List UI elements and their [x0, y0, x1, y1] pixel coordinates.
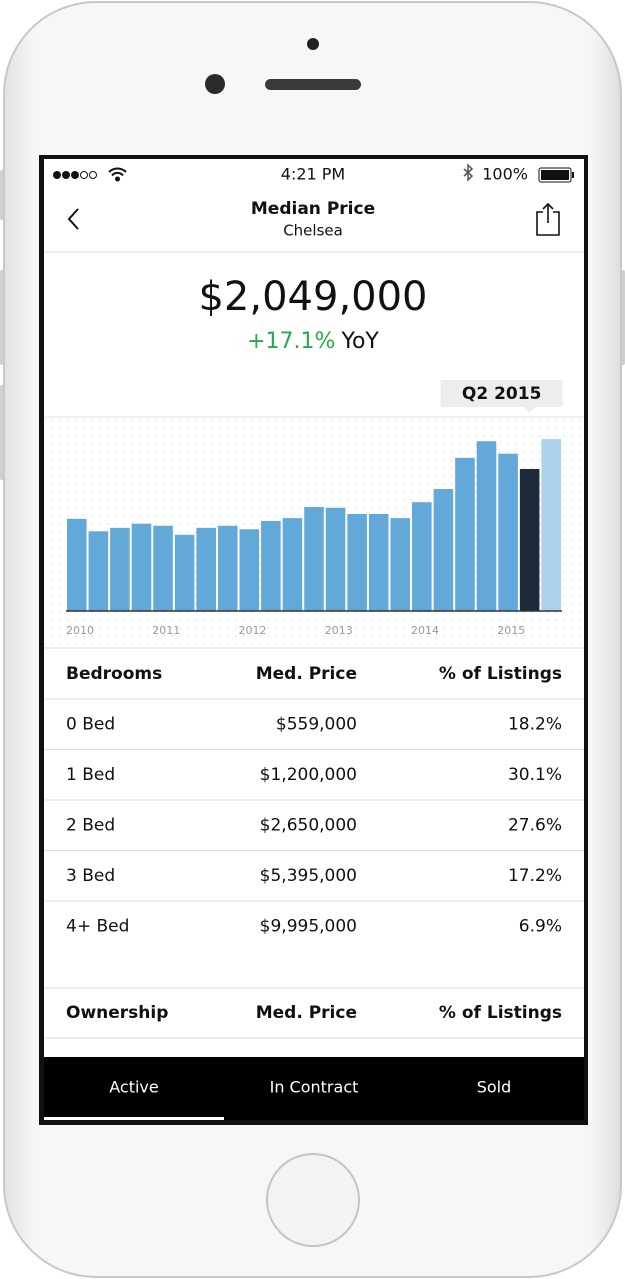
table-cell: 4+ Bed — [66, 917, 129, 937]
bar[interactable] — [498, 453, 518, 611]
table-cell: $2,650,000 — [260, 816, 357, 836]
bluetooth-icon — [463, 163, 474, 182]
tooltip-box — [440, 380, 563, 407]
bar[interactable] — [217, 525, 238, 611]
bar[interactable] — [433, 489, 454, 611]
tab-bar: Active In Contract Sold — [44, 1057, 584, 1120]
bar[interactable] — [131, 523, 152, 611]
battery-icon — [538, 167, 574, 183]
x-tick-label: 2012 — [239, 624, 267, 637]
table-cell: 17.2% — [508, 866, 562, 886]
column-header: Bedrooms — [66, 664, 162, 684]
bar[interactable] — [174, 534, 195, 611]
back-button[interactable] — [67, 208, 79, 230]
tab-bar-background — [44, 1057, 584, 1120]
bar[interactable] — [67, 518, 87, 611]
bar[interactable] — [325, 507, 346, 611]
status-time: 4:21 PM — [281, 165, 345, 184]
bar[interactable] — [347, 513, 367, 611]
table-cell: $5,395,000 — [260, 866, 357, 886]
tables: Bedrooms Med. Price % of Listings 0 Bed $559… — [44, 664, 584, 1039]
header-subtitle: Chelsea — [283, 222, 343, 240]
change-label: YoY — [340, 329, 379, 354]
column-header: Med. Price — [256, 1003, 357, 1023]
x-tick-label: 2011 — [152, 624, 180, 637]
bar[interactable] — [304, 507, 324, 611]
bar[interactable] — [196, 527, 216, 611]
table-cell: 3 Bed — [66, 866, 115, 886]
bar[interactable] — [239, 529, 260, 611]
table-cell: 27.6% — [508, 816, 562, 836]
table-cell: 0 Bed — [66, 715, 115, 735]
bar[interactable] — [282, 518, 303, 611]
price: $2,049,000 — [198, 274, 427, 320]
bar[interactable] — [390, 518, 411, 611]
bar[interactable] — [519, 469, 540, 611]
chart: 2010 2011 2012 2013 2014 2015 Q2 2015 — [66, 380, 563, 637]
wifi-icon — [108, 167, 127, 182]
battery-percent: 100% — [482, 165, 528, 184]
tooltip-pointer — [523, 407, 536, 413]
home-button[interactable] — [266, 1153, 360, 1247]
x-tick-label: 2015 — [497, 624, 525, 637]
tab-indicator — [44, 1117, 224, 1120]
column-header: % of Listings — [439, 664, 562, 684]
speaker — [265, 79, 361, 90]
bar[interactable] — [88, 531, 109, 611]
bar[interactable] — [412, 502, 432, 611]
column-header: Ownership — [66, 1003, 168, 1023]
table-cell: 30.1% — [508, 765, 562, 785]
x-tick-label: 2013 — [325, 624, 353, 637]
tab[interactable]: Active — [109, 1078, 159, 1097]
bar[interactable] — [261, 520, 281, 611]
table-cell: $9,995,000 — [260, 917, 357, 937]
table-cell: 18.2% — [508, 715, 562, 735]
x-tick-label: 2010 — [66, 624, 94, 637]
bar[interactable] — [110, 527, 130, 611]
table-cell: 1 Bed — [66, 765, 115, 785]
column-header: % of Listings — [439, 1003, 562, 1023]
bar[interactable] — [476, 441, 497, 611]
table-cell: 6.9% — [519, 917, 562, 937]
tab[interactable]: In Contract — [270, 1078, 359, 1097]
tab[interactable]: Sold — [477, 1078, 512, 1097]
table-cell: $1,200,000 — [260, 765, 357, 785]
header-title: Median Price — [251, 199, 375, 219]
signal — [53, 171, 97, 179]
bar[interactable] — [368, 513, 389, 611]
camera — [205, 74, 225, 94]
table-cell: 2 Bed — [66, 816, 115, 836]
bar[interactable] — [153, 525, 173, 611]
column-header: Med. Price — [256, 664, 357, 684]
table-cell: $559,000 — [276, 715, 357, 735]
sensor — [307, 38, 319, 50]
change: +17.1% YoY — [247, 329, 379, 354]
share-button[interactable] — [536, 202, 560, 236]
x-tick-label: 2014 — [411, 624, 439, 637]
tooltip-label: Q2 2015 — [462, 384, 542, 404]
bar[interactable] — [541, 439, 561, 611]
bar[interactable] — [455, 457, 475, 611]
change-value: +17.1% — [247, 329, 335, 354]
